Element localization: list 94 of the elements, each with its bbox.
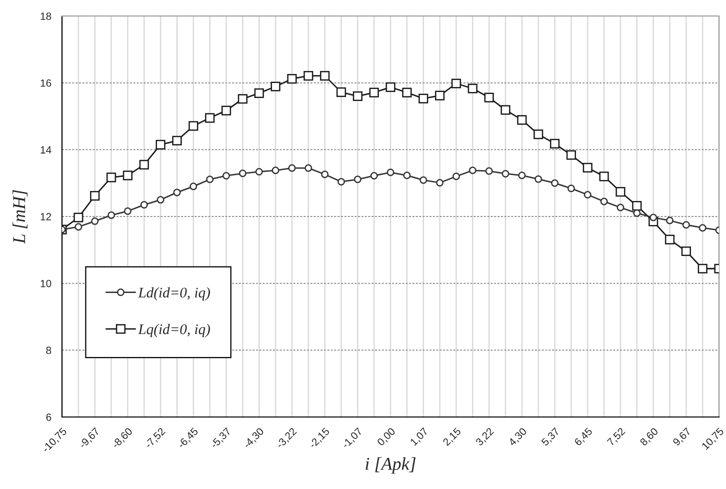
point <box>156 196 164 204</box>
point <box>238 94 248 104</box>
point <box>681 246 691 256</box>
point <box>337 178 345 186</box>
point <box>352 91 362 101</box>
point <box>616 204 624 212</box>
point <box>550 138 560 148</box>
point <box>106 172 116 182</box>
point <box>666 216 674 224</box>
x-tick-label: 0,00 <box>376 427 397 448</box>
point <box>567 184 575 192</box>
point <box>190 182 198 190</box>
point <box>436 179 444 186</box>
x-tick-label: 8,60 <box>640 427 660 448</box>
point <box>221 106 232 116</box>
y-tick-label: 8 <box>46 346 52 354</box>
point <box>632 201 642 211</box>
point <box>321 170 329 178</box>
point <box>468 166 476 174</box>
y-tick-label: 10 <box>40 280 52 288</box>
y-tick-label: 14 <box>40 146 52 154</box>
point <box>468 84 478 94</box>
point <box>140 201 148 209</box>
point <box>336 87 346 97</box>
point <box>633 209 641 217</box>
point <box>451 78 462 88</box>
point <box>139 160 149 170</box>
point <box>452 172 460 180</box>
point <box>698 224 706 232</box>
x-tick-label: 3,22 <box>475 427 495 448</box>
point <box>518 172 526 180</box>
point <box>600 198 608 206</box>
point <box>517 115 527 125</box>
point <box>156 140 166 150</box>
point <box>386 168 394 176</box>
x-tick-label: 4,30 <box>508 427 528 448</box>
y-tick-label: 16 <box>40 79 52 87</box>
point <box>402 88 412 98</box>
x-axis-title: i [Apk] <box>366 457 416 474</box>
point <box>698 264 708 274</box>
point <box>270 82 280 92</box>
point <box>500 105 510 115</box>
legend-label: Lq(id=0, iq) <box>138 324 210 338</box>
y-axis-title: L [mH] <box>12 190 28 244</box>
point <box>616 186 626 197</box>
point <box>354 176 362 184</box>
point <box>90 190 100 201</box>
point <box>188 121 198 131</box>
point <box>287 74 297 84</box>
point <box>254 88 264 98</box>
point <box>682 221 690 229</box>
point <box>370 172 378 180</box>
point <box>304 164 312 172</box>
point <box>369 88 379 98</box>
point <box>108 211 116 219</box>
point <box>122 170 132 180</box>
point <box>599 172 609 182</box>
point <box>420 176 428 184</box>
point <box>484 92 494 102</box>
point <box>255 168 263 176</box>
point <box>566 150 576 160</box>
y-tick-label: 18 <box>40 12 52 20</box>
point <box>91 217 99 225</box>
point <box>582 162 592 173</box>
point <box>173 188 181 196</box>
point <box>222 172 230 180</box>
point <box>534 175 542 183</box>
point <box>304 71 314 81</box>
point <box>320 71 330 81</box>
point <box>74 212 84 222</box>
point <box>650 214 658 222</box>
point <box>551 179 559 187</box>
point <box>534 130 544 140</box>
point <box>584 191 592 199</box>
point <box>485 167 493 175</box>
y-tick-label: 6 <box>46 414 52 421</box>
point <box>124 207 132 215</box>
point <box>205 113 215 123</box>
point <box>418 94 428 104</box>
point <box>403 172 411 180</box>
point <box>435 90 445 100</box>
legend-label: Ld(id=0, iq) <box>138 287 210 301</box>
point <box>664 234 675 244</box>
point <box>288 164 296 172</box>
point <box>272 166 280 174</box>
point <box>238 170 246 178</box>
point <box>206 176 214 184</box>
point <box>502 170 510 178</box>
point <box>74 223 82 231</box>
x-tick-label: 6,45 <box>574 427 594 447</box>
x-tick-label: 7,52 <box>606 427 626 447</box>
point <box>386 82 396 92</box>
point <box>172 136 182 146</box>
y-tick-label: 12 <box>40 213 52 220</box>
